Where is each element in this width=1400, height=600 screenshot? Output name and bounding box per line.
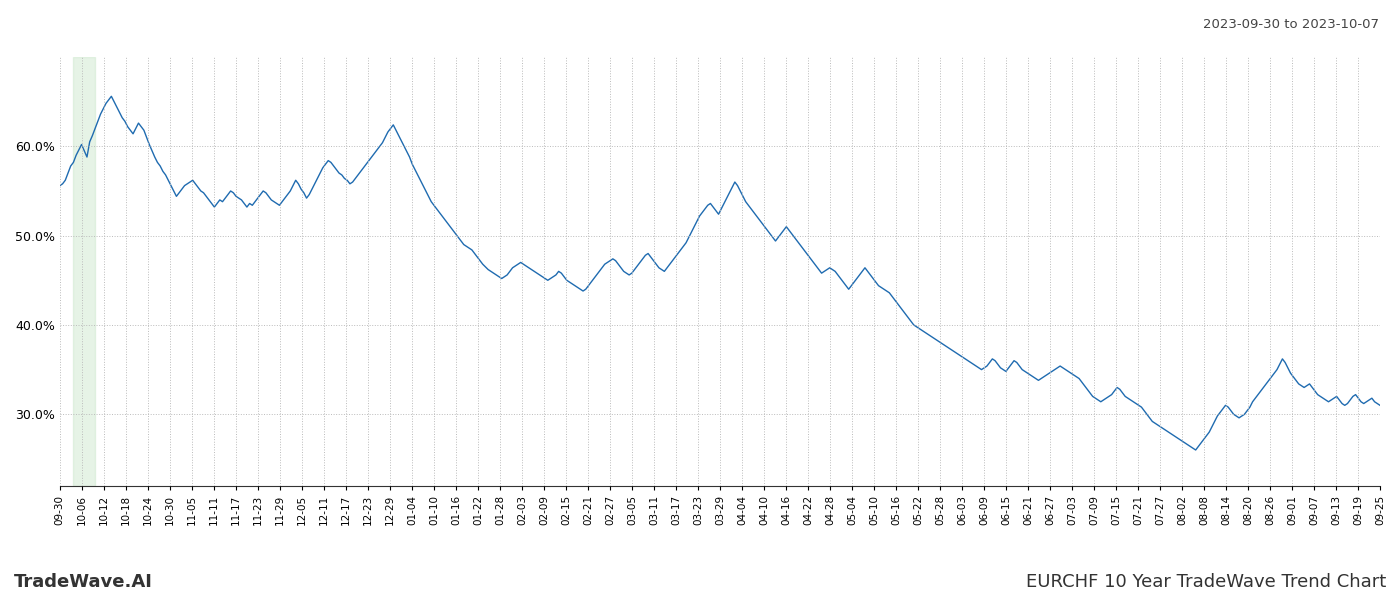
Text: TradeWave.AI: TradeWave.AI [14,573,153,591]
Text: EURCHF 10 Year TradeWave Trend Chart: EURCHF 10 Year TradeWave Trend Chart [1026,573,1386,591]
Text: 2023-09-30 to 2023-10-07: 2023-09-30 to 2023-10-07 [1203,18,1379,31]
Bar [73,57,95,486]
